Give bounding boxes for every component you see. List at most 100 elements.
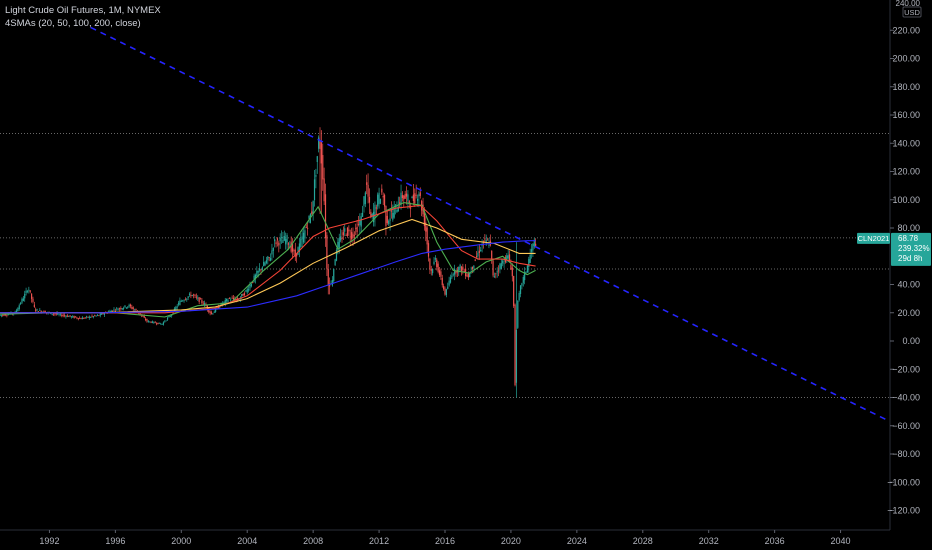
candle-body[interactable] bbox=[443, 286, 445, 290]
candle-body[interactable] bbox=[382, 196, 384, 198]
candle-body[interactable] bbox=[258, 268, 261, 271]
candle-body[interactable] bbox=[199, 298, 202, 300]
candle-body[interactable] bbox=[219, 306, 221, 308]
candle-body[interactable] bbox=[381, 188, 383, 193]
sma-100-line[interactable] bbox=[0, 218, 536, 314]
candle-body[interactable] bbox=[123, 307, 125, 309]
candle-body[interactable] bbox=[377, 194, 379, 207]
candle-body[interactable] bbox=[459, 264, 461, 268]
candle-body[interactable] bbox=[351, 232, 353, 240]
candle-body[interactable] bbox=[429, 258, 431, 270]
candle-body[interactable] bbox=[510, 264, 512, 270]
candle-body[interactable] bbox=[426, 227, 428, 245]
candle-body[interactable] bbox=[455, 271, 457, 274]
candle-body[interactable] bbox=[68, 316, 70, 318]
candle-body[interactable] bbox=[149, 321, 151, 323]
candle-body[interactable] bbox=[109, 310, 111, 312]
candle-body[interactable] bbox=[179, 300, 181, 306]
candle-body[interactable] bbox=[135, 309, 137, 311]
candle-body[interactable] bbox=[151, 321, 154, 323]
candle-body[interactable] bbox=[40, 311, 42, 313]
candle-body[interactable] bbox=[70, 316, 73, 318]
candle-body[interactable] bbox=[242, 293, 244, 296]
candle-body[interactable] bbox=[101, 313, 103, 315]
candle-body[interactable] bbox=[322, 155, 324, 180]
candle-body[interactable] bbox=[268, 257, 270, 258]
candle-body[interactable] bbox=[176, 306, 178, 308]
candle-body[interactable] bbox=[158, 322, 160, 324]
candle-body[interactable] bbox=[30, 293, 33, 299]
candle-body[interactable] bbox=[193, 294, 195, 296]
candle-body[interactable] bbox=[243, 293, 246, 295]
indicator-title[interactable]: 4SMAs (20, 50, 100, 200, close) bbox=[5, 18, 141, 29]
candle-body[interactable] bbox=[419, 192, 421, 196]
candle-body[interactable] bbox=[29, 290, 31, 292]
candle-body[interactable] bbox=[83, 318, 85, 319]
candle-body[interactable] bbox=[213, 311, 215, 313]
candle-body[interactable] bbox=[452, 274, 454, 276]
candle-body[interactable] bbox=[389, 218, 391, 222]
candle-body[interactable] bbox=[22, 298, 24, 301]
candle-body[interactable] bbox=[335, 250, 338, 261]
candle-body[interactable] bbox=[260, 269, 262, 271]
candle-body[interactable] bbox=[315, 175, 317, 177]
candle-body[interactable] bbox=[92, 316, 94, 318]
candle-body[interactable] bbox=[508, 254, 511, 263]
candle-body[interactable] bbox=[84, 317, 86, 319]
candle-body[interactable] bbox=[412, 194, 415, 201]
candle-body[interactable] bbox=[433, 261, 435, 265]
candle-body[interactable] bbox=[463, 270, 465, 273]
candle-body[interactable] bbox=[348, 229, 350, 232]
candle-body[interactable] bbox=[307, 227, 309, 229]
candle-body[interactable] bbox=[201, 300, 203, 304]
candle-body[interactable] bbox=[405, 193, 408, 197]
candle-body[interactable] bbox=[502, 260, 504, 264]
candle-body[interactable] bbox=[285, 238, 287, 245]
candle-body[interactable] bbox=[183, 300, 185, 302]
candle-body[interactable] bbox=[427, 243, 430, 257]
candle-body[interactable] bbox=[462, 266, 464, 270]
candle-body[interactable] bbox=[366, 182, 368, 185]
candle-body[interactable] bbox=[324, 194, 327, 239]
candle-body[interactable] bbox=[524, 271, 526, 281]
candle-body[interactable] bbox=[146, 319, 148, 322]
candle-body[interactable] bbox=[423, 210, 425, 227]
candle-body[interactable] bbox=[79, 318, 81, 319]
candle-body[interactable] bbox=[318, 137, 320, 149]
candle-body[interactable] bbox=[374, 204, 376, 219]
candle-body[interactable] bbox=[400, 192, 402, 205]
candle-body[interactable] bbox=[154, 322, 156, 324]
candle-body[interactable] bbox=[0, 315, 1, 317]
candle-body[interactable] bbox=[399, 202, 401, 206]
candle-body[interactable] bbox=[338, 238, 340, 248]
trendline-dashed[interactable] bbox=[90, 26, 891, 423]
candle-body[interactable] bbox=[283, 236, 285, 241]
candle-body[interactable] bbox=[125, 307, 127, 309]
candle-body[interactable] bbox=[469, 272, 471, 278]
candle-body[interactable] bbox=[296, 253, 298, 257]
candle-body[interactable] bbox=[133, 309, 136, 311]
candle-body[interactable] bbox=[180, 300, 182, 302]
candle-body[interactable] bbox=[59, 313, 62, 315]
candle-body[interactable] bbox=[290, 241, 292, 252]
candle-body[interactable] bbox=[515, 329, 518, 383]
candle-body[interactable] bbox=[246, 288, 248, 293]
candle-body[interactable] bbox=[282, 240, 284, 243]
candle-body[interactable] bbox=[142, 315, 144, 317]
candle-body[interactable] bbox=[139, 312, 141, 315]
candle-body[interactable] bbox=[466, 275, 468, 277]
candle-body[interactable] bbox=[276, 238, 279, 241]
candle-body[interactable] bbox=[407, 194, 409, 201]
candle-body[interactable] bbox=[26, 291, 29, 292]
candle-body[interactable] bbox=[171, 314, 173, 316]
candle-body[interactable] bbox=[396, 209, 398, 213]
candle-body[interactable] bbox=[165, 320, 167, 322]
candle-body[interactable] bbox=[333, 269, 335, 282]
candle-body[interactable] bbox=[528, 259, 530, 268]
candle-body[interactable] bbox=[478, 250, 480, 254]
candle-body[interactable] bbox=[392, 212, 394, 220]
candle-body[interactable] bbox=[36, 309, 38, 311]
bar-countdown[interactable]: 29d 8h bbox=[898, 254, 922, 263]
candle-body[interactable] bbox=[216, 307, 218, 310]
candle-body[interactable] bbox=[359, 220, 361, 226]
